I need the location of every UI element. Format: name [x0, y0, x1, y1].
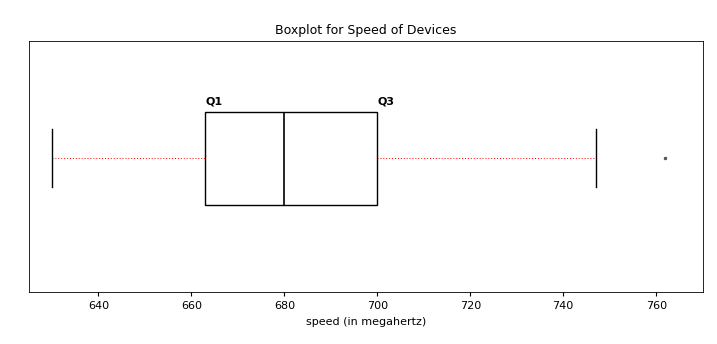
Text: Q1: Q1	[205, 97, 222, 107]
Title: Boxplot for Speed of Devices: Boxplot for Speed of Devices	[275, 24, 456, 37]
X-axis label: speed (in megahertz): speed (in megahertz)	[305, 317, 426, 327]
Text: Q3: Q3	[377, 97, 394, 107]
FancyBboxPatch shape	[205, 111, 377, 204]
